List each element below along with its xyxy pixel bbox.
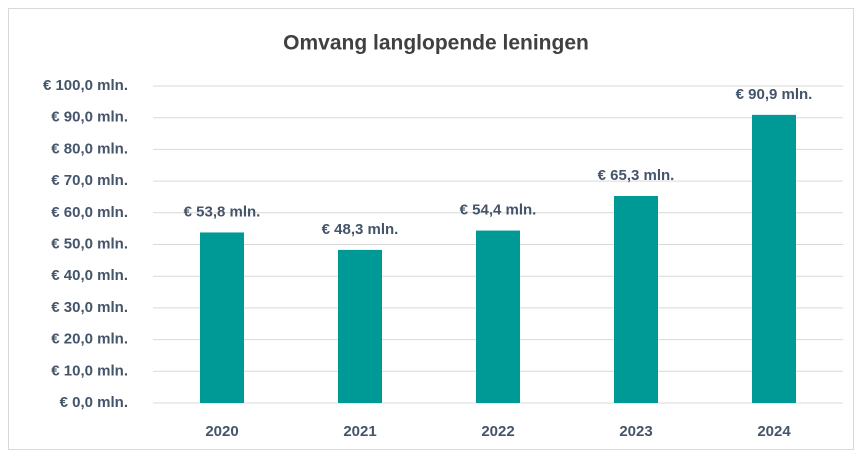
data-label: € 48,3 mln. [322,221,399,238]
y-tick-label: € 20,0 mln. [51,331,128,348]
y-tick-label: € 90,0 mln. [51,109,128,126]
y-tick-label: € 10,0 mln. [51,362,128,379]
data-label: € 54,4 mln. [460,202,537,219]
data-label: € 53,8 mln. [184,203,261,220]
y-tick-label: € 30,0 mln. [51,299,128,316]
bar [476,230,520,403]
data-label: € 90,9 mln. [736,86,813,103]
chart-title: Omvang langlopende leningen [283,32,589,55]
y-tick-label: € 50,0 mln. [51,235,128,252]
y-tick-label: € 0,0 mln. [60,394,128,411]
y-tick-label: € 40,0 mln. [51,267,128,284]
y-tick-label: € 70,0 mln. [51,172,128,189]
chart-border [8,8,854,450]
y-tick-label: € 60,0 mln. [51,204,128,221]
x-tick-label: 2022 [481,423,514,440]
bar [752,114,796,404]
y-tick-label: € 100,0 mln. [43,77,128,94]
y-tick-label: € 80,0 mln. [51,140,128,157]
x-tick-label: 2024 [757,423,791,440]
x-tick-label: 2023 [619,423,652,440]
bar [200,232,244,403]
data-label: € 65,3 mln. [598,167,675,184]
bar [338,249,382,403]
x-tick-label: 2021 [343,423,376,440]
x-tick-label: 2020 [205,423,238,440]
bar [614,195,658,403]
